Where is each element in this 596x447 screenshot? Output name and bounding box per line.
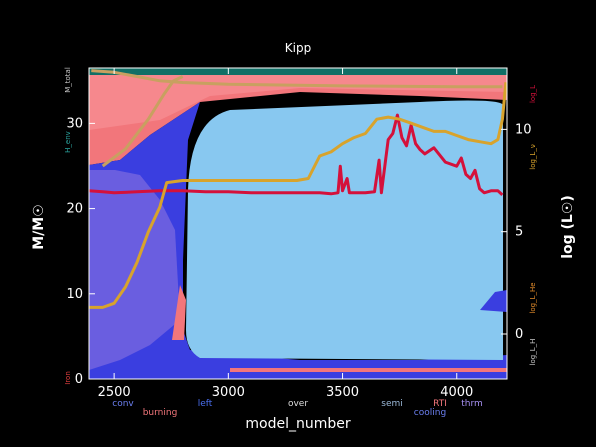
tick-layer: 2500 3000 3500 4000 0 10 20 30 0 5 10 (66, 68, 532, 400)
x-tick-label: 3500 (326, 385, 359, 400)
legend-log-l: log_L (529, 85, 537, 103)
y-tick-label-right: 0 (515, 327, 523, 342)
x-axis-label: model_number (245, 416, 350, 432)
y-tick-label-left: 20 (66, 202, 83, 217)
series-line-1 (89, 82, 508, 309)
plot-frame (88, 67, 508, 380)
label-cooling: cooling (414, 408, 446, 418)
label-left: left (198, 399, 213, 409)
series-layer (88, 69, 508, 309)
x-tick-label: 4000 (440, 385, 473, 400)
y-tick-label-left: 0 (75, 372, 83, 387)
x-tick-label: 2500 (98, 385, 131, 400)
legend-h-env: H_env (64, 131, 72, 153)
legend-m-total: M_total (64, 67, 72, 93)
top-strip (89, 68, 507, 75)
core-convection-region (186, 100, 503, 360)
burning-spike (172, 285, 186, 340)
bottom-stripe (230, 368, 507, 372)
envelope-upper-strip (89, 74, 507, 130)
legend-iron: Iron (64, 371, 72, 385)
x-tick-label: 3000 (212, 385, 245, 400)
label-burning: burning (143, 408, 178, 418)
y-axis-left-label: M/M☉ (31, 204, 47, 250)
label-rti: RTI (433, 399, 447, 409)
y-tick-label-right: 5 (515, 225, 523, 240)
label-over: over (288, 399, 308, 409)
mass-track-0 (91, 69, 503, 89)
mass-track-1 (101, 75, 184, 168)
blue-lump (480, 290, 507, 312)
legend-log-lhe: log_L_He (529, 282, 537, 313)
label-thrm: thrm (461, 399, 483, 409)
label-conv: conv (112, 399, 134, 409)
series-line-0 (88, 113, 504, 197)
y-tick-label-left: 30 (66, 116, 83, 131)
legend-log-lh: log_L_H (529, 339, 537, 366)
label-semi: semi (381, 399, 403, 409)
y-tick-label-left: 10 (66, 287, 83, 302)
legend-log-lnu: log_L_ν (529, 144, 537, 170)
y-tick-label-right: 10 (515, 122, 532, 137)
y-axis-right-label: log (L☉) (560, 195, 576, 259)
chart-title: Kipp (285, 41, 311, 55)
